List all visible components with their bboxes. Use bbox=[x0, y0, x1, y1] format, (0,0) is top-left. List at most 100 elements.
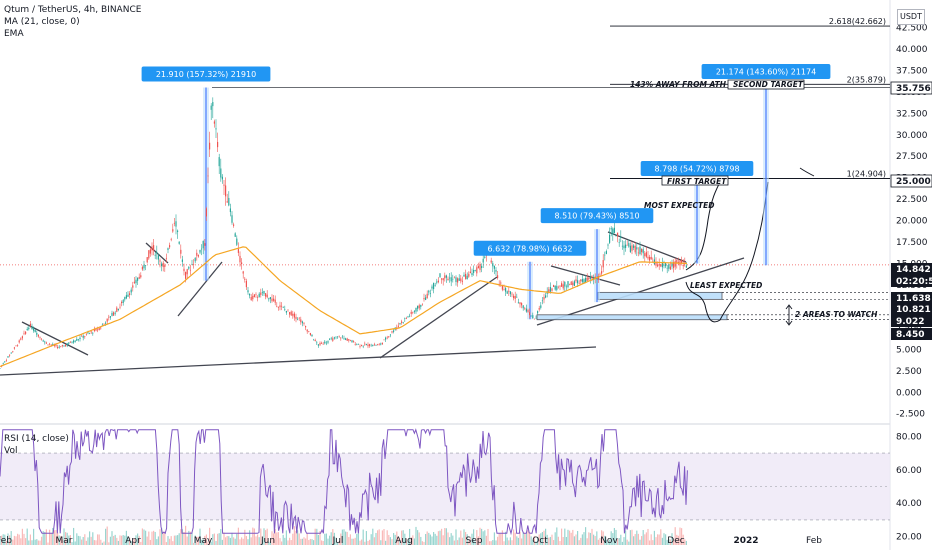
volume-bar bbox=[116, 537, 118, 545]
volume-bar bbox=[45, 529, 47, 545]
volume-bar bbox=[204, 535, 206, 545]
volume-bar bbox=[21, 528, 23, 545]
volume-bar bbox=[133, 538, 135, 545]
volume-bar bbox=[53, 530, 55, 545]
candle-body bbox=[113, 312, 115, 316]
currency-badge[interactable]: USDT bbox=[897, 9, 925, 25]
symbol-title[interactable]: Qtum / TetherUS, 4h, BINANCE bbox=[4, 5, 142, 15]
ma-indicator-label[interactable]: MA (21, close, 0) bbox=[4, 17, 80, 27]
volume-bar bbox=[530, 536, 532, 545]
price-scale-tag-label: 14.842 bbox=[896, 265, 931, 275]
price-axis[interactable]: 42.50040.00037.50035.00032.50030.00027.5… bbox=[890, 23, 932, 543]
candle-body bbox=[372, 345, 374, 347]
volume-bar bbox=[521, 538, 523, 545]
volume-bar bbox=[634, 534, 636, 545]
volume-bar bbox=[253, 528, 255, 545]
candle-body bbox=[420, 304, 422, 307]
volume-bar bbox=[473, 529, 475, 545]
volume-bar bbox=[257, 534, 259, 545]
candle-body bbox=[93, 329, 95, 331]
projection-least-expected bbox=[685, 181, 769, 323]
volume-bar bbox=[85, 540, 87, 545]
candle-body bbox=[607, 244, 609, 246]
volume-bar bbox=[2, 534, 4, 545]
volume-bar bbox=[421, 541, 423, 545]
candle-body bbox=[463, 274, 465, 277]
volume-bar bbox=[385, 540, 387, 545]
volume-bar bbox=[461, 537, 463, 545]
candle-body bbox=[81, 335, 83, 337]
volume-bar bbox=[52, 527, 54, 545]
candle-body bbox=[245, 280, 247, 288]
candle-body bbox=[263, 290, 265, 294]
volume-bar bbox=[482, 531, 484, 545]
candle-body bbox=[265, 293, 267, 297]
candle-body bbox=[55, 345, 57, 347]
annotation-first-target-box bbox=[661, 175, 729, 186]
candle-body bbox=[524, 308, 526, 309]
candle-body bbox=[623, 245, 625, 249]
time-axis[interactable]: Feb Mar Apr May Jun Jul Aug Sep Oct Nov Dec 2022 Feb bbox=[0, 536, 822, 546]
candle-body bbox=[34, 330, 36, 333]
candle-body bbox=[532, 315, 534, 319]
candle-body bbox=[540, 305, 542, 308]
volume-bar bbox=[645, 532, 647, 545]
volume-bar bbox=[229, 537, 231, 545]
candle-body bbox=[455, 277, 457, 282]
candle-body bbox=[242, 271, 244, 274]
candle-body bbox=[9, 354, 11, 356]
volume-bar bbox=[12, 539, 14, 545]
candle-body bbox=[594, 276, 596, 279]
candle-body bbox=[639, 246, 641, 254]
volume-bar bbox=[18, 534, 20, 545]
candle-body bbox=[66, 343, 68, 345]
candle-body bbox=[385, 337, 387, 340]
volume-bar bbox=[673, 539, 675, 545]
candle-body bbox=[425, 297, 427, 300]
volume-bar bbox=[26, 528, 28, 545]
candle-body bbox=[449, 277, 451, 279]
volume-bar bbox=[538, 534, 540, 545]
volume-bar bbox=[111, 531, 113, 545]
volume-bar bbox=[361, 539, 363, 545]
volume-bar bbox=[653, 530, 655, 545]
candle-body bbox=[125, 295, 127, 299]
candle-body bbox=[565, 286, 567, 288]
price-scale-tag bbox=[890, 81, 932, 95]
candle-body bbox=[161, 263, 163, 267]
volume-bar bbox=[554, 532, 556, 545]
candle-body bbox=[685, 265, 687, 268]
rsi-indicator-label[interactable]: RSI (14, close) bbox=[4, 434, 69, 444]
candle-body bbox=[548, 289, 550, 293]
candle-body bbox=[327, 341, 329, 343]
candle-body bbox=[287, 309, 289, 311]
volume-bar bbox=[268, 542, 270, 545]
volume-bar bbox=[87, 537, 89, 545]
volume-bar bbox=[241, 537, 243, 545]
volume-bar bbox=[391, 539, 393, 545]
volume-bar bbox=[145, 530, 147, 545]
x-tick-label: Apr bbox=[125, 536, 141, 546]
candle-body bbox=[421, 304, 423, 306]
volume-bar bbox=[98, 534, 100, 545]
volume-bar bbox=[13, 535, 15, 545]
volume-bar bbox=[245, 536, 247, 545]
candle-body bbox=[533, 318, 535, 320]
volume-indicator-label[interactable]: Vol bbox=[4, 446, 18, 456]
candle-body bbox=[633, 245, 635, 248]
volume-bar bbox=[271, 531, 273, 545]
volume-bar bbox=[215, 540, 217, 545]
candle-body bbox=[375, 345, 377, 346]
ema-indicator-label[interactable]: EMA bbox=[4, 29, 24, 39]
volume-bar bbox=[570, 532, 572, 545]
volume-bar bbox=[351, 538, 353, 545]
candle-body bbox=[317, 344, 319, 346]
y-tick-label: 2.500 bbox=[896, 367, 922, 377]
candle-body bbox=[388, 336, 390, 338]
candle-body bbox=[292, 313, 294, 316]
volume-bar bbox=[410, 537, 412, 545]
volume-bar bbox=[636, 530, 638, 545]
candle-body bbox=[12, 351, 14, 352]
price-scale-tag bbox=[891, 303, 932, 315]
